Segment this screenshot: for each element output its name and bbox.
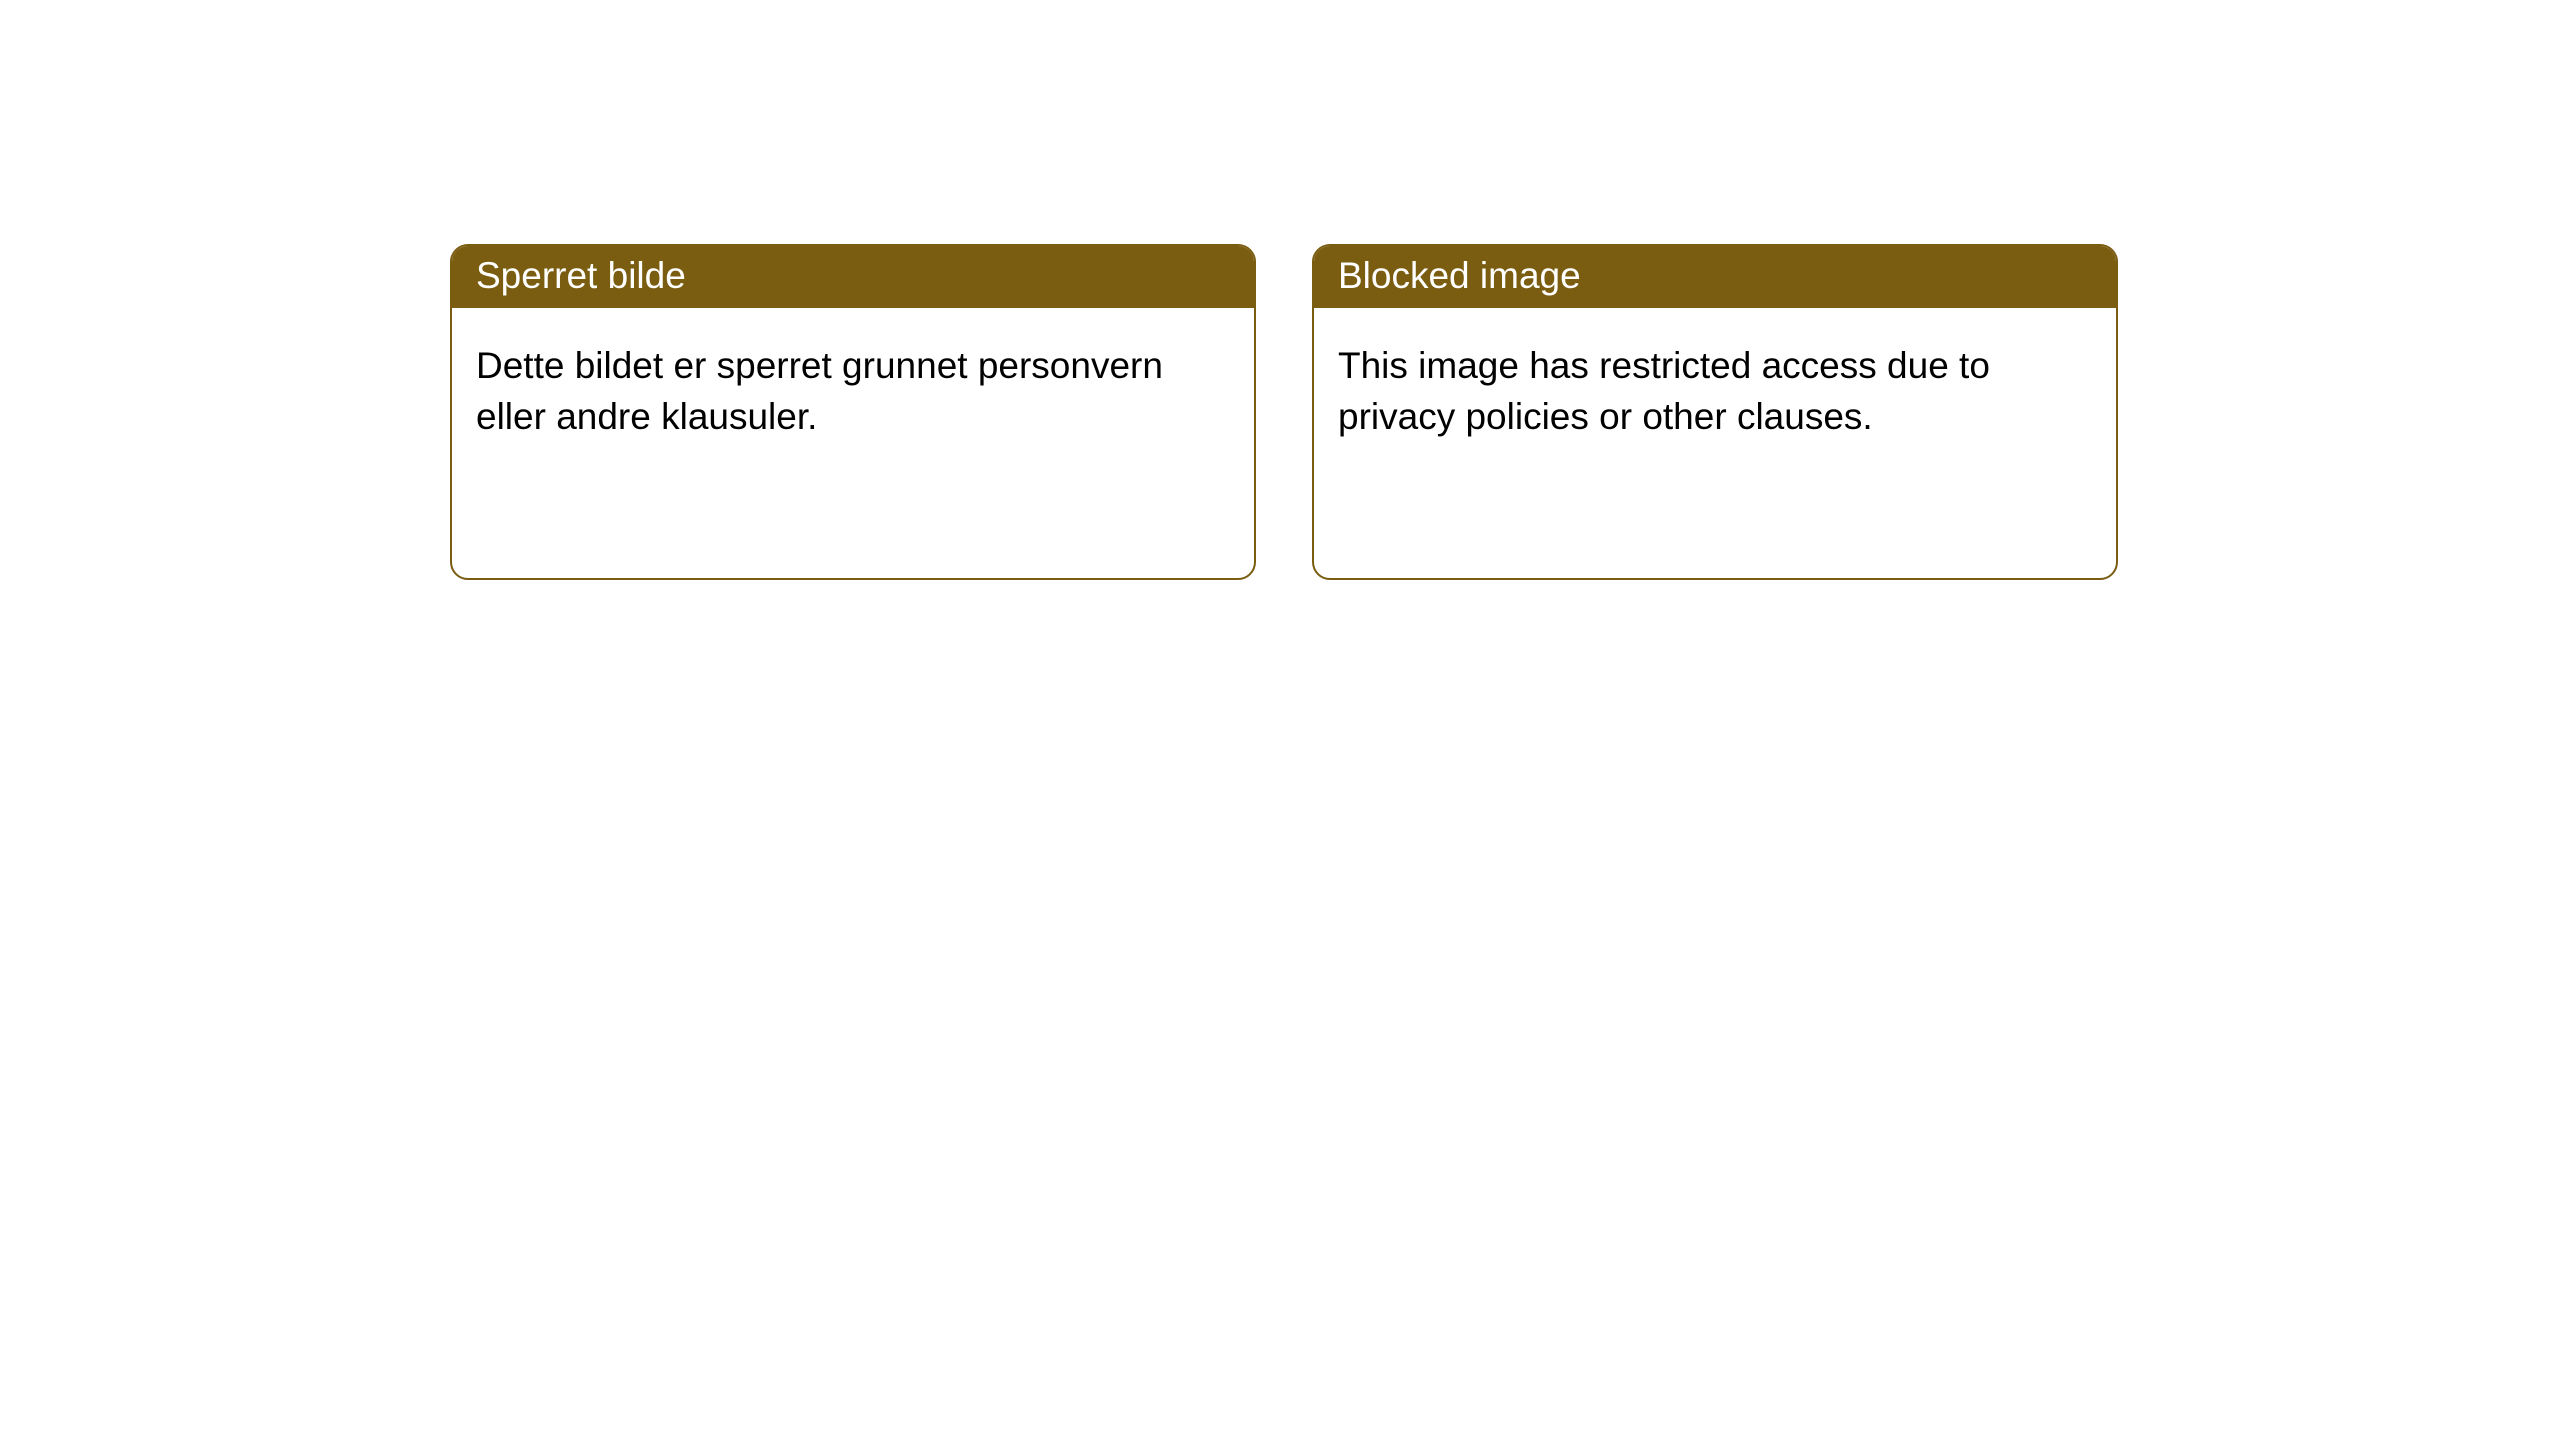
notice-card-english: Blocked image This image has restricted …: [1312, 244, 2118, 580]
notice-title: Sperret bilde: [452, 246, 1254, 308]
notice-body: Dette bildet er sperret grunnet personve…: [452, 308, 1254, 578]
notice-body: This image has restricted access due to …: [1314, 308, 2116, 578]
notice-container: Sperret bilde Dette bildet er sperret gr…: [450, 244, 2118, 580]
notice-card-norwegian: Sperret bilde Dette bildet er sperret gr…: [450, 244, 1256, 580]
notice-title: Blocked image: [1314, 246, 2116, 308]
